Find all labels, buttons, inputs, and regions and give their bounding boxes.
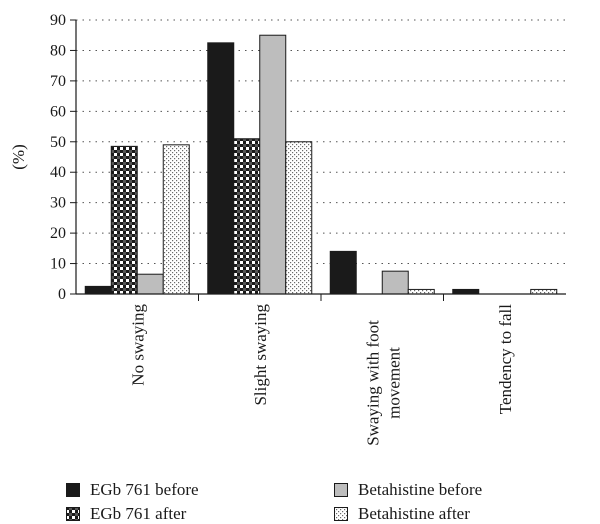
bar-betahistine-before-0 <box>137 274 163 294</box>
legend-swatch-betahistine-after <box>334 507 348 521</box>
legend-swatch-egb-after <box>66 507 80 521</box>
legend-label-betahistine-before: Betahistine before <box>358 480 482 500</box>
legend-swatch-egb-before <box>66 483 80 497</box>
legend: EGb 761 before EGb 761 after Betahistine… <box>66 478 586 524</box>
x-tick-label-line: Tendency to fall <box>496 304 515 414</box>
bar-egb-761-after-0 <box>111 146 137 294</box>
bar-egb-761-before-2 <box>330 251 356 294</box>
legend-label-betahistine-after: Betahistine after <box>358 504 470 524</box>
legend-swatch-betahistine-before <box>334 483 348 497</box>
bar-betahistine-after-1 <box>286 142 312 294</box>
x-tick-label-line: Slight swaying <box>251 304 270 406</box>
bar-betahistine-before-2 <box>382 271 408 294</box>
y-tick-label: 90 <box>50 12 66 29</box>
y-tick-label: 0 <box>58 286 66 303</box>
x-tick-label: Tendency to fall <box>496 304 515 414</box>
legend-item-betahistine-after: Betahistine after <box>334 504 470 524</box>
bar-betahistine-after-2 <box>408 289 434 294</box>
bar-betahistine-before-1 <box>260 35 286 294</box>
y-tick-label: 10 <box>50 256 66 273</box>
x-tick-label: No swaying <box>128 304 147 386</box>
bar-egb-761-before-1 <box>208 43 234 294</box>
legend-item-betahistine-before: Betahistine before <box>334 480 482 500</box>
x-tick-label-line: movement <box>384 347 403 419</box>
gridlines <box>76 20 566 264</box>
legend-item-egb-before: EGb 761 before <box>66 480 199 500</box>
y-tick-label: 20 <box>50 225 66 242</box>
legend-label-egb-after: EGb 761 after <box>90 504 186 524</box>
y-tick-label: 60 <box>50 103 66 120</box>
legend-label-egb-before: EGb 761 before <box>90 480 199 500</box>
x-tick-label: Slight swaying <box>251 304 270 406</box>
y-tick-label: 80 <box>50 42 66 59</box>
y-tick-label: 50 <box>50 134 66 151</box>
bar-egb-761-after-1 <box>234 139 260 294</box>
y-tick-label: 30 <box>50 195 66 212</box>
y-axis-label: (%) <box>9 144 28 169</box>
bar-chart: 0 10 20 30 40 50 60 70 80 90 No swaying Slight sway… <box>0 0 600 480</box>
bar-egb-761-before-3 <box>453 289 479 294</box>
bar-betahistine-after-3 <box>531 289 557 294</box>
bars <box>85 35 557 294</box>
x-tick-label: Swaying with foot movement <box>363 320 403 446</box>
y-tick-label: 70 <box>50 73 66 90</box>
x-tick-label-line: Swaying with foot <box>363 320 382 446</box>
y-tick-label: 40 <box>50 164 66 181</box>
legend-item-egb-after: EGb 761 after <box>66 504 186 524</box>
bar-egb-761-before-0 <box>85 286 111 294</box>
bar-betahistine-after-0 <box>163 145 189 294</box>
x-tick-label-line: No swaying <box>128 304 147 386</box>
